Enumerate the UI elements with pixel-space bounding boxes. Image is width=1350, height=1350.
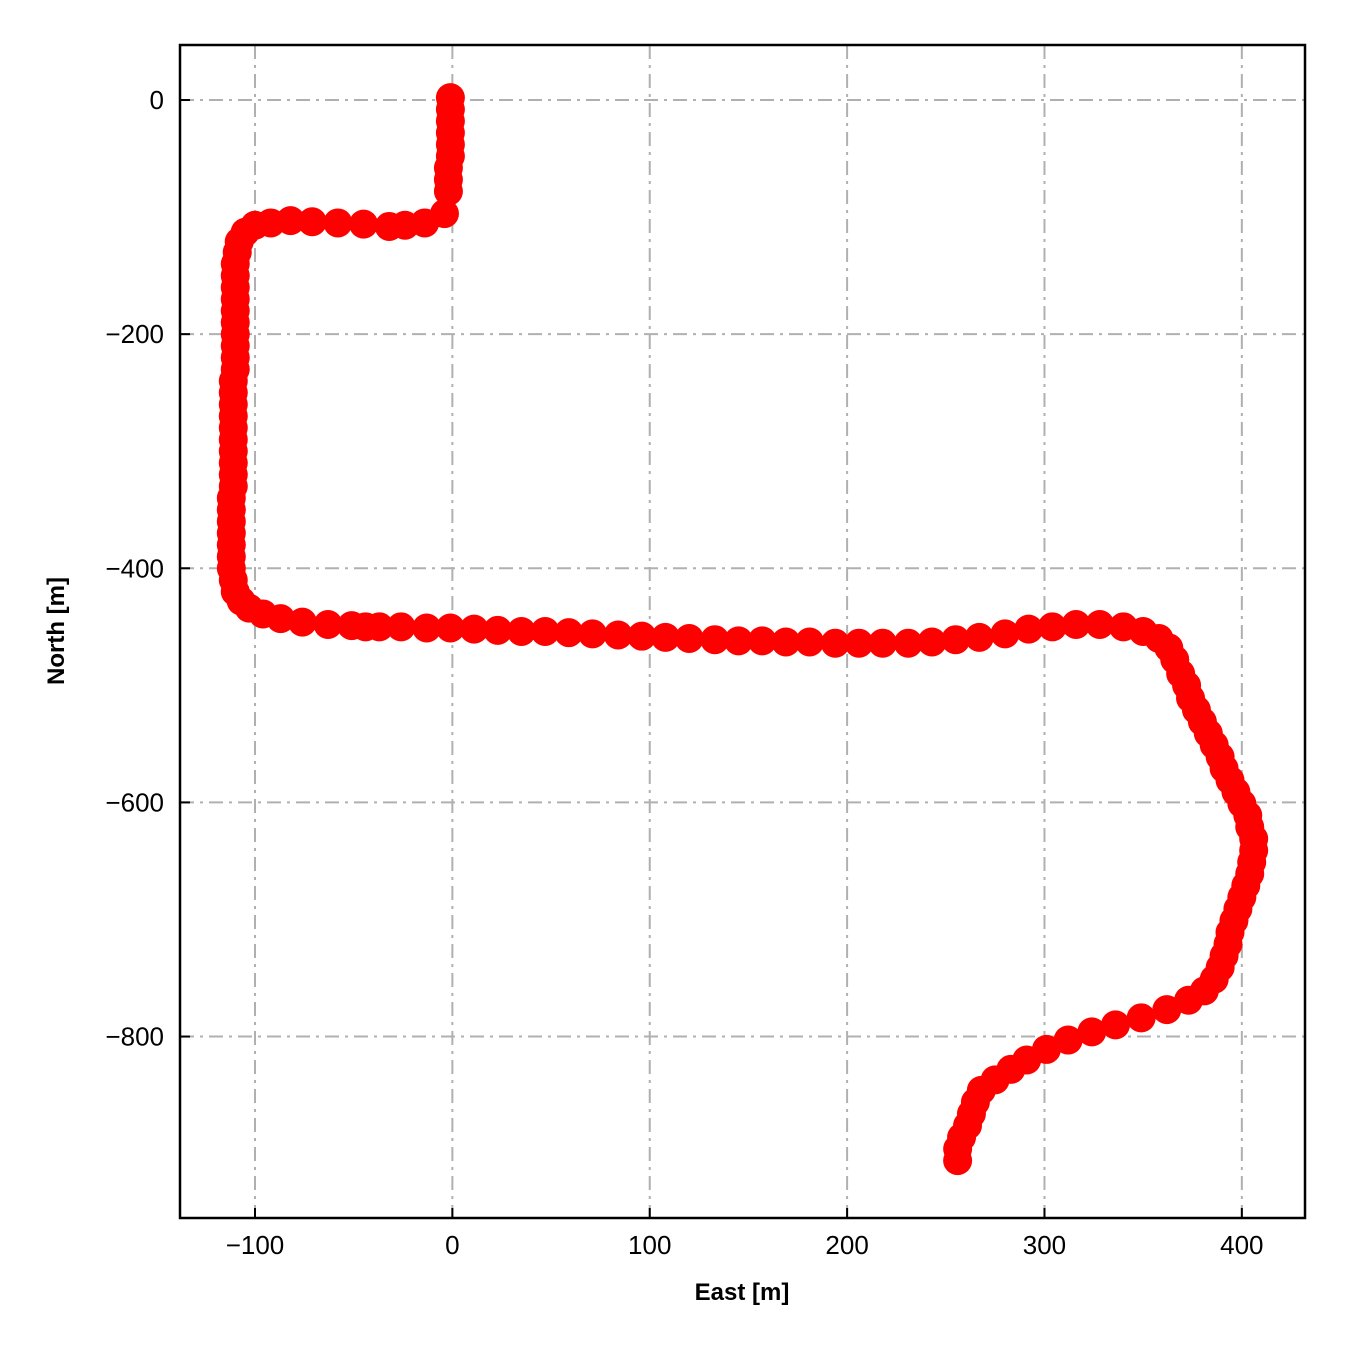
trajectory-point bbox=[917, 627, 947, 657]
trajectory-point bbox=[795, 627, 825, 657]
trajectory-point bbox=[554, 618, 584, 648]
trajectory-point bbox=[868, 628, 898, 658]
trajectory-point bbox=[349, 209, 379, 239]
trajectory-series bbox=[216, 83, 1269, 1176]
trajectory-point bbox=[364, 612, 394, 642]
trajectory-point bbox=[1077, 1017, 1107, 1047]
trajectory-point bbox=[1152, 995, 1182, 1025]
trajectory-point bbox=[578, 619, 607, 649]
trajectory-point bbox=[483, 615, 513, 645]
trajectory-point bbox=[412, 613, 442, 643]
x-tick-label: 100 bbox=[628, 1230, 671, 1260]
trajectory-point bbox=[297, 207, 327, 237]
trajectory-point bbox=[266, 604, 296, 634]
trajectory-point bbox=[1101, 1010, 1131, 1040]
trajectory-point bbox=[943, 1146, 973, 1176]
trajectory-point bbox=[700, 625, 730, 655]
trajectory-point bbox=[1126, 1003, 1156, 1033]
trajectory-point bbox=[1085, 609, 1115, 639]
y-tick-label: −800 bbox=[105, 1022, 164, 1052]
trajectory-point bbox=[459, 614, 489, 644]
trajectory-point bbox=[820, 628, 850, 658]
trajectory-point bbox=[893, 628, 923, 658]
trajectory-point bbox=[530, 617, 560, 646]
trajectory-point bbox=[1174, 985, 1204, 1015]
x-tick-label: 0 bbox=[445, 1230, 459, 1260]
trajectory-point bbox=[374, 211, 404, 241]
trajectory-point bbox=[724, 626, 754, 656]
trajectory-point bbox=[964, 622, 994, 652]
y-tick-label: −400 bbox=[105, 553, 164, 583]
y-tick-label: −600 bbox=[105, 787, 164, 817]
x-tick-label: −100 bbox=[226, 1230, 285, 1260]
trajectory-point bbox=[313, 609, 343, 639]
trajectory-point bbox=[1037, 612, 1067, 642]
trajectory-point bbox=[1061, 609, 1091, 639]
y-tick-label: −200 bbox=[105, 319, 164, 349]
axis-ticks: −100 0 100 200 300 400 0 −200 −400 −600 −800 bbox=[105, 85, 1263, 1260]
trajectory-point bbox=[990, 619, 1020, 649]
trajectory-point bbox=[651, 622, 681, 652]
trajectory-point bbox=[323, 208, 353, 238]
trajectory-point bbox=[433, 176, 463, 206]
x-tick-label: 400 bbox=[1220, 1230, 1263, 1260]
trajectory-point bbox=[603, 620, 633, 650]
plot-frame bbox=[178, 43, 1307, 1220]
trajectory-point bbox=[674, 624, 704, 654]
trajectory-point bbox=[747, 626, 777, 656]
trajectory-point bbox=[941, 625, 971, 655]
x-tick-label: 200 bbox=[825, 1230, 868, 1260]
trajectory-point bbox=[627, 621, 657, 651]
trajectory-point bbox=[1014, 614, 1044, 644]
x-axis-label: East [m] bbox=[695, 1279, 790, 1306]
trajectory-point bbox=[435, 613, 465, 643]
y-tick-label: 0 bbox=[150, 85, 164, 115]
trajectory-point bbox=[1053, 1025, 1083, 1055]
trajectory-point bbox=[386, 612, 416, 642]
trajectory-point bbox=[844, 628, 874, 658]
trajectory-point bbox=[287, 607, 317, 637]
y-axis-label: North [m] bbox=[43, 577, 70, 685]
x-tick-label: 300 bbox=[1023, 1230, 1066, 1260]
trajectory-point bbox=[506, 617, 536, 646]
trajectory-point bbox=[771, 627, 801, 657]
